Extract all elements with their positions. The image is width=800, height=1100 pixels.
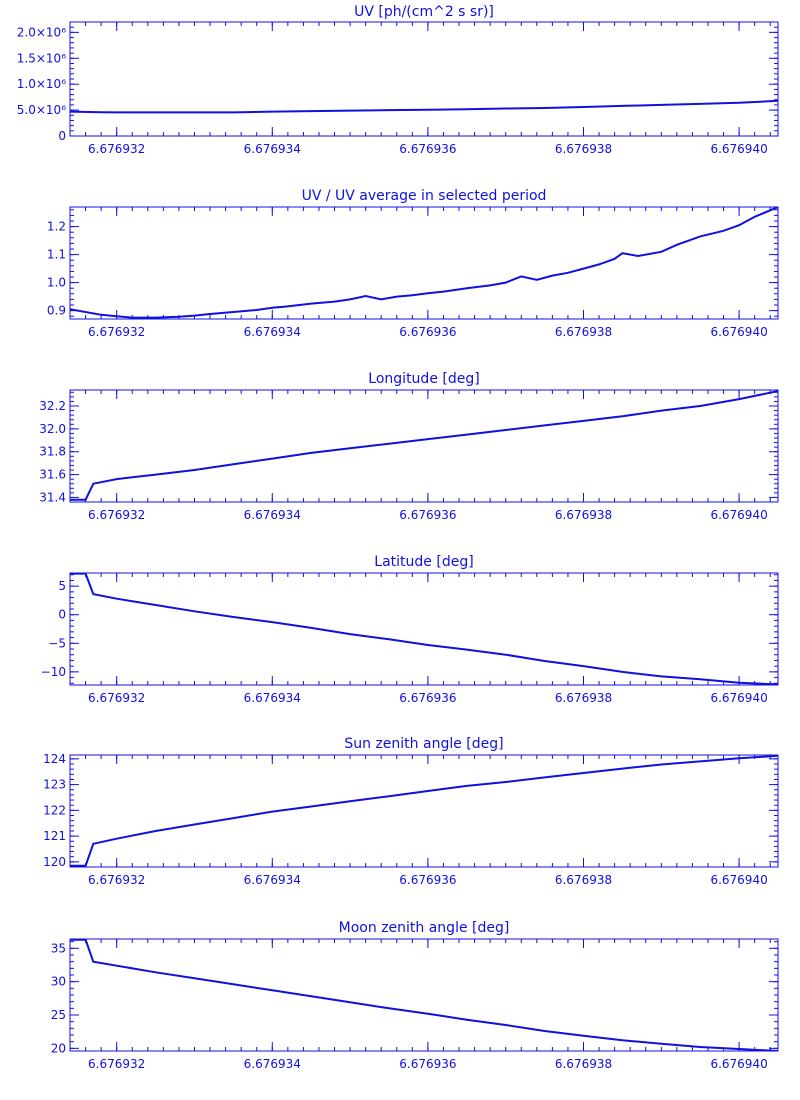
- x-tick-label: 6.676932: [88, 691, 145, 705]
- y-tick-label: 31.8: [39, 445, 66, 459]
- series-line: [70, 207, 778, 319]
- x-tick-label: 6.676938: [555, 142, 612, 156]
- x-tick-label: 6.676940: [710, 142, 767, 156]
- x-tick-label: 6.676934: [244, 325, 301, 339]
- x-tick-label: 6.676936: [399, 142, 456, 156]
- y-tick-label: 0: [58, 129, 66, 143]
- x-tick-label: 6.676936: [399, 1057, 456, 1071]
- x-tick-label: 6.676940: [710, 1057, 767, 1071]
- chart-panel: Moon zenith angle [deg] 6.676932 6.676934 6…: [51, 920, 779, 1071]
- chart-panel: Longitude [deg] 6.676932 6.676934 6.676936 6…: [39, 371, 779, 522]
- series-line: [70, 390, 778, 501]
- x-tick-label: 6.676936: [399, 508, 456, 522]
- chart-panel: Latitude [deg] 6.676932 6.676934 6.676936 6.…: [41, 554, 779, 705]
- chart-title: Longitude [deg]: [368, 371, 479, 387]
- chart-panel: UV [ph/(cm^2 s sr)] 6.676932 6.676934 6.676…: [17, 4, 779, 156]
- x-tick-label: 6.676934: [244, 1057, 301, 1071]
- y-tick-label: 25: [51, 1008, 66, 1022]
- y-tick-label: 31.4: [39, 490, 66, 504]
- x-tick-label: 6.676936: [399, 873, 456, 887]
- y-tick-label: 121: [43, 829, 66, 843]
- y-tick-label: 20: [51, 1041, 66, 1055]
- y-tick-label: 0.9: [47, 304, 66, 318]
- x-tick-label: 6.676940: [710, 325, 767, 339]
- y-tick-label: −5: [48, 636, 66, 650]
- y-tick-label: 1.1: [47, 248, 66, 262]
- y-tick-label: 1.5×10⁶: [17, 51, 66, 65]
- y-tick-label: −10: [41, 665, 66, 679]
- y-tick-label: 35: [51, 941, 66, 955]
- series-line: [70, 573, 778, 685]
- x-tick-label: 6.676932: [88, 508, 145, 522]
- x-tick-label: 6.676938: [555, 873, 612, 887]
- x-tick-label: 6.676936: [399, 325, 456, 339]
- x-tick-label: 6.676936: [399, 691, 456, 705]
- x-tick-label: 6.676940: [710, 508, 767, 522]
- plot-frame: [69, 206, 779, 320]
- x-tick-label: 6.676934: [244, 508, 301, 522]
- x-tick-label: 6.676938: [555, 508, 612, 522]
- series-line: [70, 755, 778, 867]
- plot-frame: [69, 389, 779, 503]
- chart-title: UV / UV average in selected period: [302, 188, 547, 204]
- chart-panel: Sun zenith angle [deg] 6.676932 6.676934 6.…: [43, 736, 779, 887]
- series-line: [70, 99, 778, 114]
- y-tick-label: 124: [43, 752, 66, 766]
- y-tick-label: 5.0×10⁶: [17, 103, 66, 117]
- y-tick-label: 32.2: [39, 399, 66, 413]
- y-tick-label: 1.0×10⁶: [17, 77, 66, 91]
- x-tick-label: 6.676932: [88, 1057, 145, 1071]
- y-tick-label: 2.0×10⁶: [17, 25, 66, 39]
- plot-frame: [69, 754, 779, 868]
- x-tick-label: 6.676938: [555, 325, 612, 339]
- chart-title: Moon zenith angle [deg]: [339, 920, 510, 936]
- chart-title: UV [ph/(cm^2 s sr)]: [354, 4, 494, 20]
- y-tick-label: 5: [58, 579, 66, 593]
- x-tick-label: 6.676938: [555, 691, 612, 705]
- x-tick-label: 6.676934: [244, 142, 301, 156]
- x-tick-label: 6.676934: [244, 691, 301, 705]
- chart-panel: UV / UV average in selected period 6.6769…: [47, 188, 779, 339]
- chart-title: Sun zenith angle [deg]: [344, 736, 503, 752]
- y-tick-label: 0: [58, 608, 66, 622]
- x-tick-label: 6.676938: [555, 1057, 612, 1071]
- y-tick-label: 32.0: [39, 422, 66, 436]
- y-tick-label: 1.2: [47, 220, 66, 234]
- plot-frame: [69, 21, 779, 137]
- y-tick-label: 1.0: [47, 276, 66, 290]
- x-tick-label: 6.676934: [244, 873, 301, 887]
- chart-title: Latitude [deg]: [374, 554, 473, 570]
- x-tick-label: 6.676932: [88, 873, 145, 887]
- x-tick-label: 6.676940: [710, 873, 767, 887]
- y-tick-label: 123: [43, 778, 66, 792]
- y-tick-label: 120: [43, 855, 66, 869]
- plot-frame: [69, 938, 779, 1052]
- plot-frame: [69, 572, 779, 686]
- y-tick-label: 122: [43, 803, 66, 817]
- series-line: [70, 939, 778, 1051]
- x-tick-label: 6.676940: [710, 691, 767, 705]
- y-tick-label: 31.6: [39, 468, 66, 482]
- y-tick-label: 30: [51, 975, 66, 989]
- x-tick-label: 6.676932: [88, 325, 145, 339]
- x-tick-label: 6.676932: [88, 142, 145, 156]
